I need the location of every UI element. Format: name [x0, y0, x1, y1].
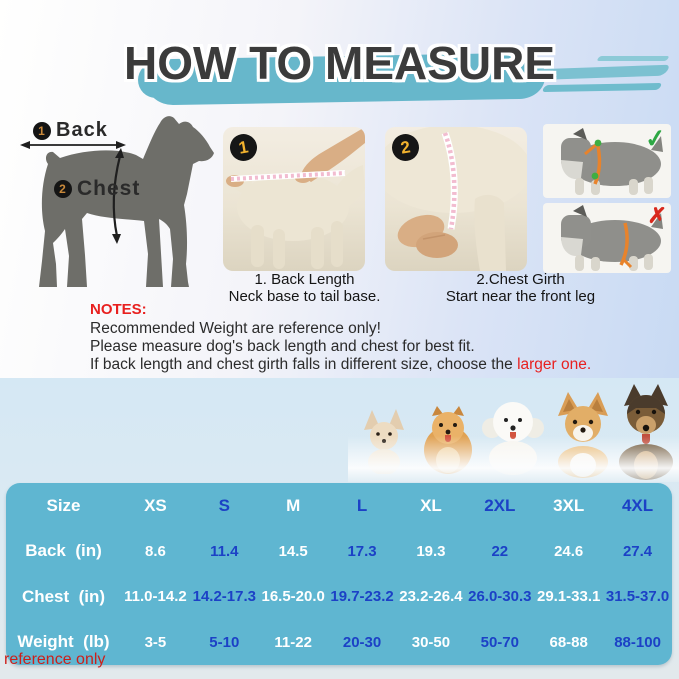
table-cell: 68-88: [549, 633, 588, 651]
white-fog-overlay: [348, 436, 679, 482]
table-cell: 27.4: [622, 542, 653, 560]
table-cell: 14.2-17.3: [192, 588, 256, 606]
schnauzer-correct-illustration: [561, 128, 663, 195]
back-measure-label: 1 Back: [33, 119, 108, 142]
col-header-3xl: 3XL: [553, 495, 585, 515]
table-cell: 24.6: [554, 542, 584, 560]
row-label-weight: Weight (lb): [17, 632, 110, 652]
col-header-m: M: [286, 495, 301, 515]
step2-caption: 2.Chest Girth Start near the front leg: [428, 271, 613, 305]
reference-only-note: reference only: [4, 651, 106, 668]
table-cell: 19.7-23.2: [330, 588, 394, 606]
notes-line-1: Recommended Weight are reference only!: [90, 320, 381, 337]
table-cell: 23.2-26.4: [399, 588, 463, 606]
page-title: HOW TO MEASURE: [123, 37, 556, 89]
chest-measure-label: 2 Chest: [54, 177, 140, 201]
step1-circle-icon: 1: [33, 121, 51, 140]
size-chart-table: Size XS S M L XL 2XL 3XL 4XL Back (in) 8…: [6, 483, 672, 665]
correct-measure-photo: ✓: [543, 124, 671, 198]
col-header-xs: XS: [144, 495, 167, 515]
table-cell: 29.1-33.1: [536, 588, 601, 606]
back-length-photo: 1: [223, 127, 365, 271]
cross-icon: ✗: [646, 203, 667, 229]
table-cell: 16.5-20.0: [261, 588, 325, 606]
table-header-row: Size XS S M L XL 2XL 3XL 4XL: [6, 483, 672, 529]
chest-girth-photo: 2: [385, 127, 527, 271]
step2-circle-icon: 2: [54, 180, 72, 198]
table-row-weight: Weight (lb) 3-5 5-10 11-22 20-30 30-50 5…: [6, 620, 672, 666]
table-cell: 3-5: [144, 633, 167, 651]
check-icon: ✓: [643, 124, 668, 155]
table-cell: 26.0-30.3: [468, 588, 532, 606]
table-cell: 5-10: [209, 633, 240, 651]
step2-subtitle: Start near the front leg: [445, 287, 596, 305]
notes-heading: NOTES:: [90, 301, 147, 318]
dog-silhouette-illustration: [39, 116, 214, 287]
step1-title: 1. Back Length: [254, 271, 355, 288]
notes-section: NOTES: Recommended Weight are reference …: [90, 301, 591, 374]
col-header-2xl: 2XL: [484, 495, 516, 515]
col-header-s: S: [218, 495, 230, 515]
larger-one-highlight: larger one.: [517, 356, 592, 373]
col-header-l: L: [356, 495, 368, 515]
table-cell: 20-30: [342, 633, 382, 651]
step1-subtitle: Neck base to tail base.: [228, 287, 381, 305]
step2-title: 2.Chest Girth: [476, 271, 565, 288]
col-header-xl: XL: [420, 495, 442, 515]
notes-line-2: Please measure dog's back length and che…: [90, 338, 475, 355]
row-label-back: Back (in): [25, 541, 102, 561]
table-row-back: Back (in) 8.6 11.4 14.5 17.3 19.3 22 24.…: [6, 529, 672, 575]
table-cell: 88-100: [614, 633, 661, 651]
chest-label-text: Chest: [77, 177, 141, 200]
mannequin-dog-back-measure: [226, 127, 365, 269]
table-cell: 8.6: [145, 542, 166, 560]
table-cell: 30-50: [411, 633, 451, 651]
table-cell: 11-22: [274, 633, 312, 651]
mannequin-dog-chest-measure: [385, 127, 527, 271]
step1-caption: 1. Back Length Neck base to tail base.: [222, 271, 387, 305]
table-cell: 17.3: [347, 542, 377, 560]
table-cell: 31.5-37.0: [605, 588, 670, 606]
back-label-text: Back: [56, 119, 108, 141]
table-cell: 14.5: [278, 542, 308, 560]
wrong-measure-photo: ✗: [543, 203, 671, 273]
table-cell: 22: [491, 542, 509, 560]
row-label-chest: Chest (in): [21, 586, 106, 606]
table-cell: 50-70: [480, 633, 519, 651]
table-row-chest: Chest (in) 11.0-14.2 14.2-17.3 16.5-20.0…: [6, 574, 672, 620]
table-cell: 19.3: [416, 542, 446, 560]
col-header-size: Size: [46, 495, 81, 515]
table-cell: 11.0-14.2: [124, 588, 187, 606]
notes-line-3: If back length and chest girth falls in …: [90, 356, 592, 373]
table-cell: 11.4: [210, 542, 239, 560]
col-header-4xl: 4XL: [621, 495, 654, 515]
schnauzer-wrong-illustration: [561, 205, 663, 271]
